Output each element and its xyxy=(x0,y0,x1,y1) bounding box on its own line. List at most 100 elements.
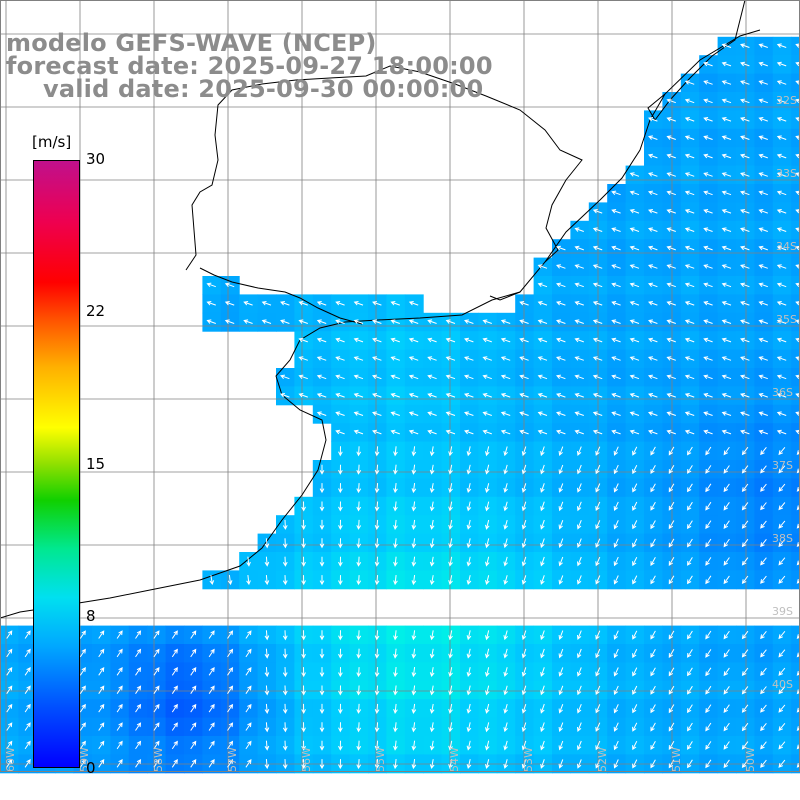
wind-vector xyxy=(319,667,325,678)
wind-vector xyxy=(760,483,767,492)
wind-vector xyxy=(740,190,750,196)
wind-speed-cell xyxy=(791,423,800,443)
wind-vector xyxy=(741,759,749,769)
wind-vector xyxy=(282,685,288,696)
wind-vector xyxy=(338,575,343,586)
wind-vector xyxy=(650,538,656,548)
wind-vector xyxy=(741,465,749,474)
wind-vector xyxy=(705,704,712,714)
wind-vector xyxy=(429,446,435,457)
wind-vector xyxy=(153,667,160,676)
wind-vector xyxy=(758,245,768,251)
wind-vector xyxy=(521,538,527,549)
wind-vector xyxy=(776,429,787,435)
wind-vector xyxy=(190,759,197,768)
wind-vector xyxy=(540,667,545,677)
wind-vector xyxy=(632,446,638,456)
wind-vector xyxy=(577,446,582,456)
wind-speed-cell xyxy=(791,312,800,332)
wind-vector xyxy=(374,464,380,475)
wind-vector xyxy=(393,501,398,512)
wind-vector xyxy=(208,648,215,658)
wind-vector xyxy=(521,722,527,733)
wind-speed-cell xyxy=(791,552,800,571)
wind-vector xyxy=(648,282,658,288)
wind-vector xyxy=(558,667,564,677)
wind-vector xyxy=(723,741,730,750)
wind-vector xyxy=(448,630,453,641)
wind-vector xyxy=(190,630,197,639)
wind-vector xyxy=(795,172,800,177)
wind-speed-cell xyxy=(791,257,800,277)
wind-vector xyxy=(703,135,713,140)
wind-vector xyxy=(723,465,730,474)
wind-vector xyxy=(335,356,345,361)
wind-vector xyxy=(190,740,197,750)
wind-vector xyxy=(776,227,787,232)
wind-speed-cell xyxy=(791,294,800,314)
wind-vector xyxy=(577,464,582,475)
wind-vector xyxy=(758,98,768,104)
wind-vector xyxy=(537,282,548,288)
wind-vector xyxy=(705,483,712,493)
lon-label: 54W xyxy=(448,747,461,772)
wind-vector xyxy=(723,686,730,695)
wind-vector xyxy=(558,446,564,456)
wind-vector xyxy=(319,740,325,751)
wind-vector xyxy=(666,209,676,214)
wind-vector xyxy=(356,667,362,678)
wind-vector xyxy=(740,393,750,398)
wind-vector xyxy=(356,703,362,714)
lon-label: 52W xyxy=(596,747,609,772)
wind-vector xyxy=(301,667,306,678)
wind-vector xyxy=(116,685,123,694)
wind-vector xyxy=(390,429,400,435)
wind-vector xyxy=(356,648,362,659)
wind-vector xyxy=(723,502,730,511)
wind-vector xyxy=(574,301,584,306)
wind-vector xyxy=(6,685,13,694)
wind-vector xyxy=(648,209,658,214)
lat-label: 39S xyxy=(772,605,793,618)
wind-vector xyxy=(760,686,767,695)
wind-vector xyxy=(372,393,382,398)
wind-vector xyxy=(408,374,419,380)
wind-vector xyxy=(427,374,437,380)
wind-vector xyxy=(558,464,564,475)
wind-vector xyxy=(721,393,732,398)
forecast-date: forecast date: 2025-09-27 18:00:00 xyxy=(6,52,493,80)
wind-vector xyxy=(500,429,511,435)
wind-vector xyxy=(703,374,713,380)
wind-vector xyxy=(778,649,786,658)
wind-vector xyxy=(795,319,800,324)
wind-vector xyxy=(650,501,656,511)
wind-vector xyxy=(338,648,343,659)
wind-vector xyxy=(758,117,768,122)
wind-speed-cell xyxy=(791,55,800,75)
wind-vector xyxy=(632,740,638,751)
wind-vector xyxy=(613,556,619,567)
wind-vector xyxy=(758,135,768,140)
wind-vector xyxy=(482,337,492,343)
wind-vector xyxy=(208,740,215,750)
wind-vector xyxy=(556,319,566,324)
wind-vector xyxy=(537,411,548,416)
wind-vector xyxy=(335,301,345,306)
wind-vector xyxy=(795,43,800,48)
wind-vector xyxy=(795,282,800,288)
wind-vector xyxy=(740,374,750,380)
wind-vector xyxy=(519,374,529,380)
wind-vector xyxy=(684,301,695,306)
wind-vector xyxy=(500,393,511,398)
wind-vector xyxy=(556,264,566,269)
wind-vector xyxy=(668,465,675,474)
wind-vector xyxy=(374,759,380,770)
wind-vector xyxy=(264,556,270,567)
wind-vector xyxy=(427,337,437,343)
wind-vector xyxy=(741,630,749,640)
wind-vector xyxy=(116,759,123,768)
wind-vector xyxy=(666,429,676,435)
wind-vector xyxy=(79,740,86,750)
lat-label: 32S xyxy=(776,94,797,107)
wind-vector xyxy=(629,264,640,269)
